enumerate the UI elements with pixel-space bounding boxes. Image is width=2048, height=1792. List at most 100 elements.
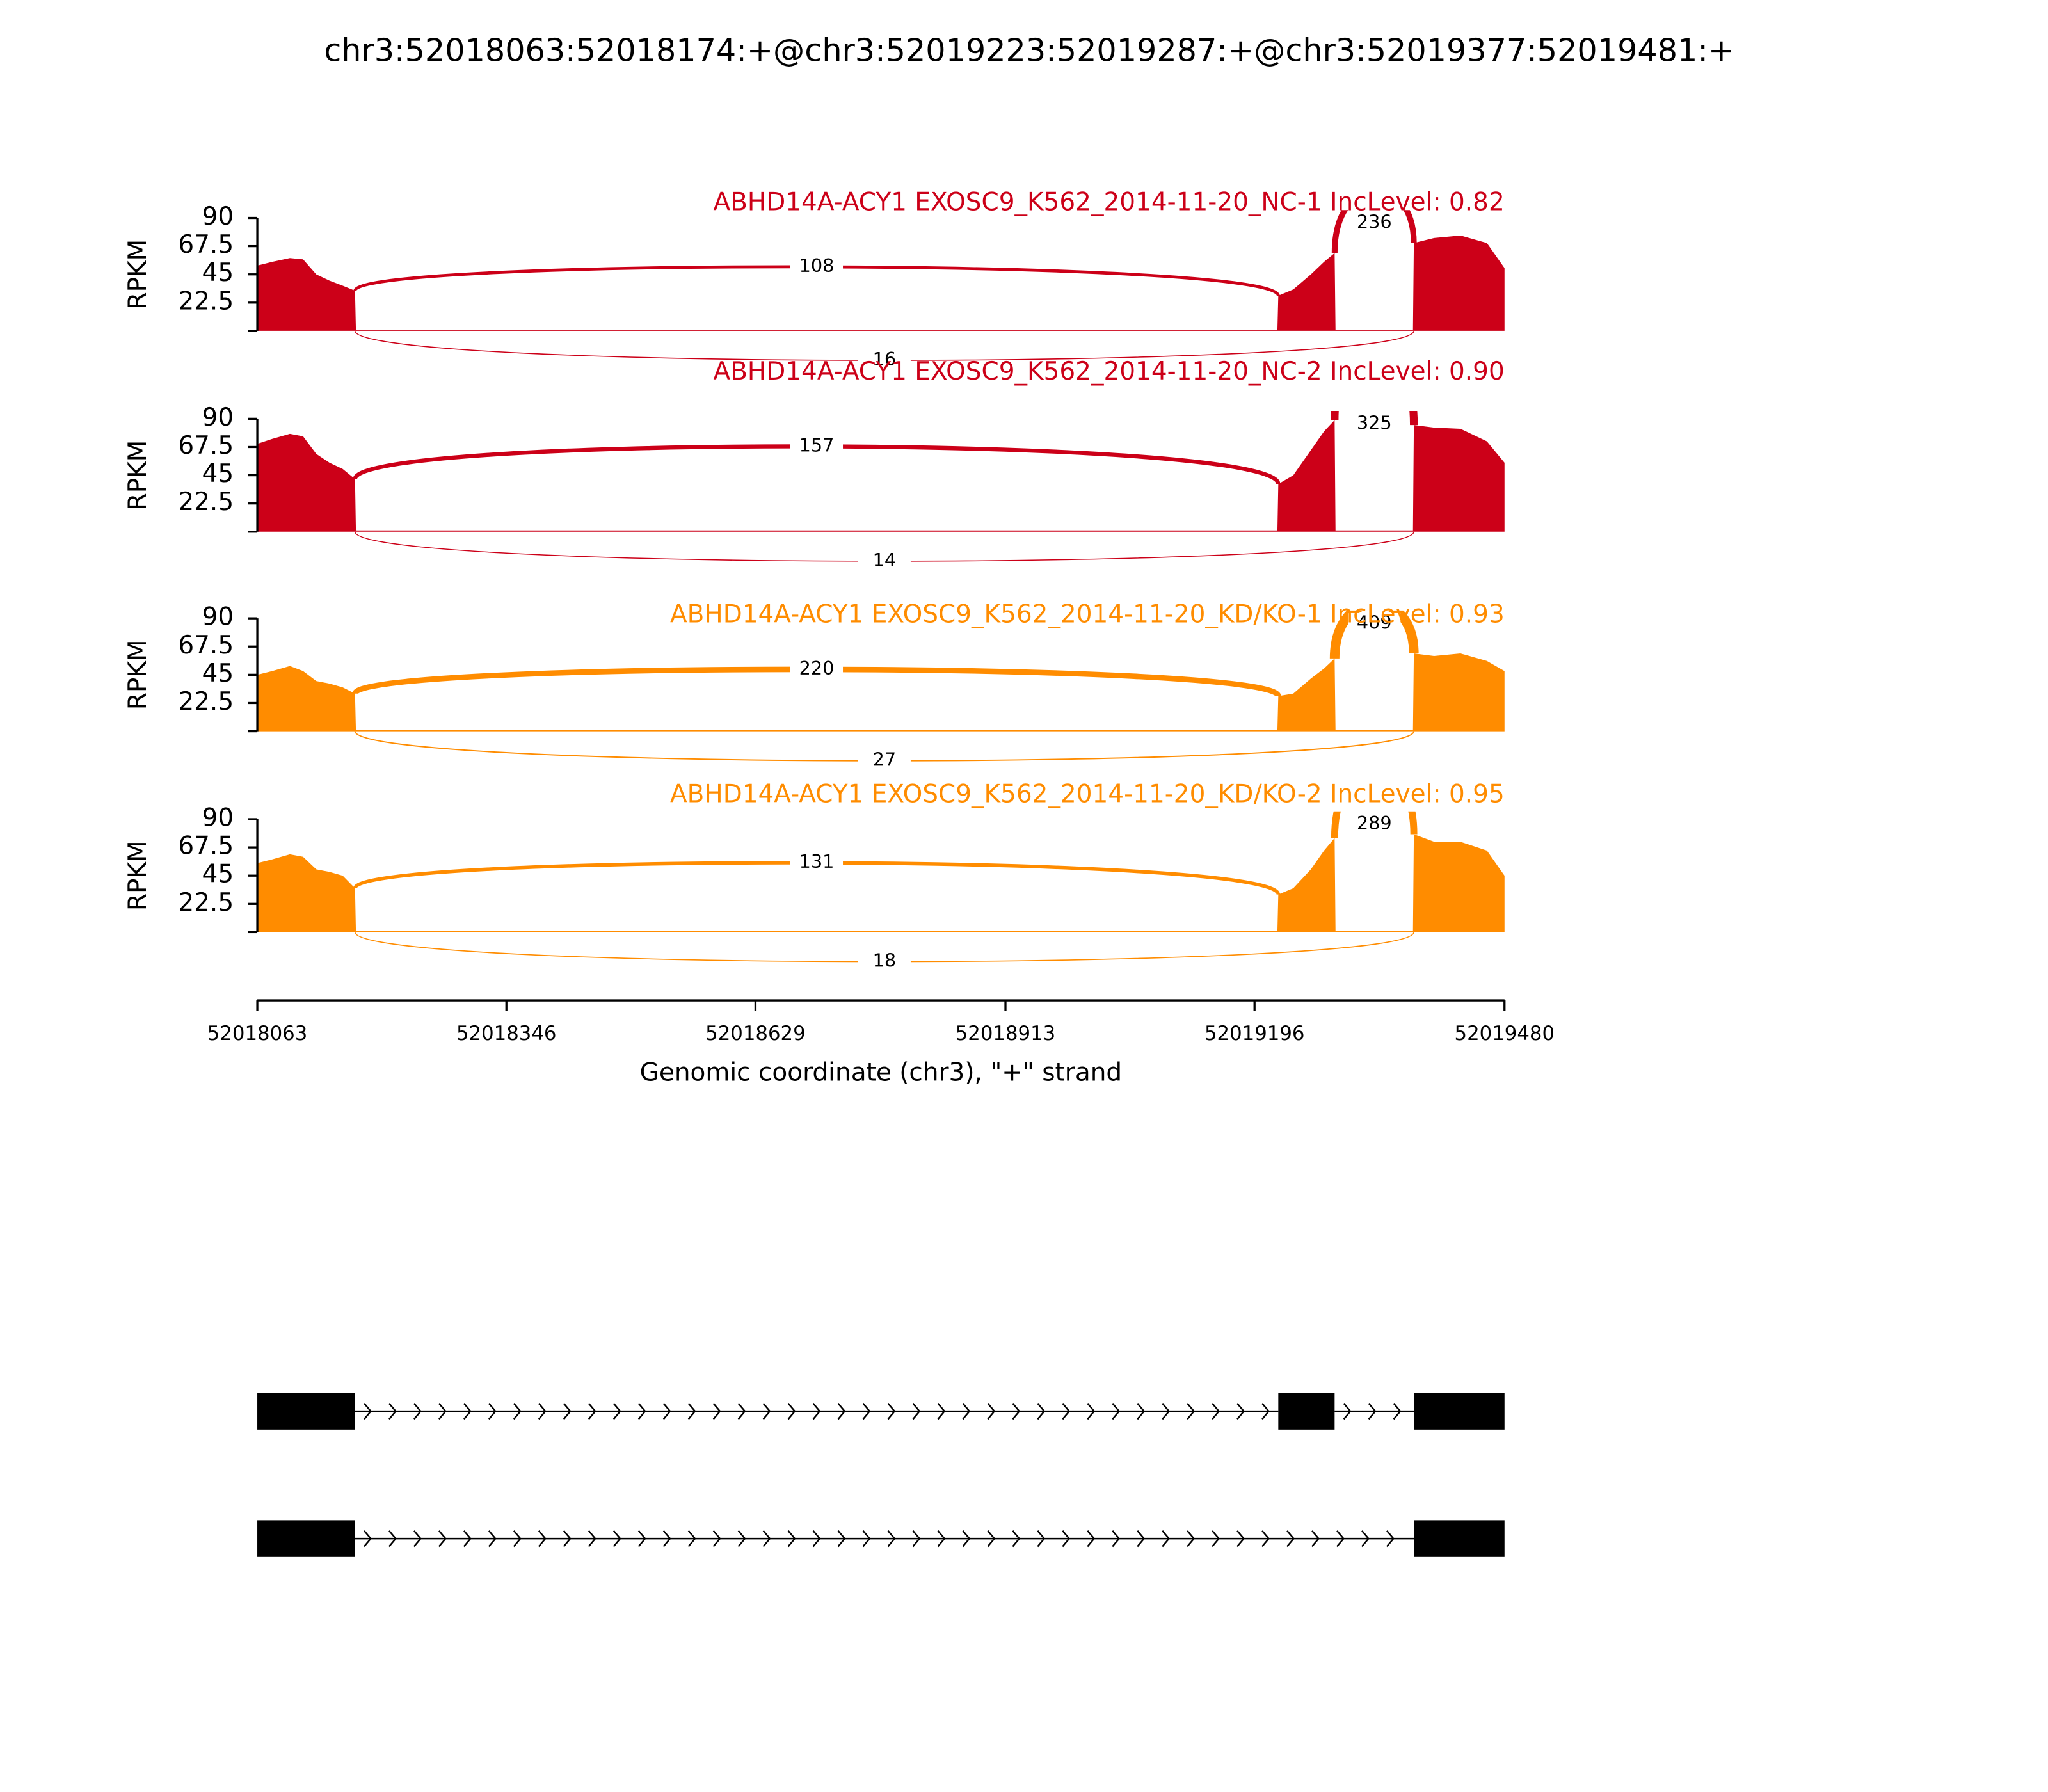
junction-label-bg bbox=[1348, 212, 1401, 234]
y-tick-label: 22.5 bbox=[178, 488, 234, 516]
strand-arrow bbox=[1236, 1530, 1245, 1548]
strand-arrow bbox=[588, 1403, 596, 1420]
y-axis-label: RPKM bbox=[124, 239, 152, 310]
junction-label: 289 bbox=[1357, 812, 1392, 834]
strand-arrow bbox=[612, 1530, 621, 1548]
strand-arrow bbox=[488, 1403, 497, 1420]
chart-title: chr3:52018063:52018174:+@chr3:52019223:5… bbox=[324, 32, 1734, 69]
strand-arrow bbox=[687, 1403, 696, 1420]
junction-label: 18 bbox=[873, 950, 897, 972]
strand-arrow bbox=[413, 1530, 422, 1548]
junction-label-bg bbox=[790, 436, 844, 457]
junction-label-bg bbox=[858, 951, 911, 972]
junction-arc bbox=[1329, 610, 1419, 659]
strand-arrow bbox=[662, 1403, 671, 1420]
strand-arrow bbox=[538, 1403, 547, 1420]
track-label: ABHD14A-ACY1 EXOSC9_K562_2014-11-20_KD/K… bbox=[670, 600, 1505, 629]
x-tick-label: 52018913 bbox=[956, 1022, 1056, 1045]
exon bbox=[1278, 1393, 1335, 1430]
strand-arrow bbox=[787, 1403, 796, 1420]
strand-arrow bbox=[538, 1530, 547, 1548]
junction-label-bg bbox=[790, 256, 844, 278]
strand-arrow bbox=[737, 1530, 746, 1548]
strand-arrow bbox=[912, 1530, 921, 1548]
strand-arrow bbox=[563, 1530, 572, 1548]
strand-arrow bbox=[712, 1403, 721, 1420]
strand-arrow bbox=[1286, 1530, 1295, 1548]
exon bbox=[1414, 1520, 1505, 1557]
y-tick-label: 67.5 bbox=[178, 431, 234, 460]
junction-label-bg bbox=[858, 349, 911, 371]
junction-label: 325 bbox=[1357, 412, 1392, 434]
coverage-area bbox=[257, 420, 1505, 532]
strand-arrow bbox=[1261, 1403, 1270, 1420]
y-tick-label: 90 bbox=[202, 403, 234, 432]
y-axis-label: RPKM bbox=[124, 440, 152, 511]
strand-arrow bbox=[1137, 1403, 1146, 1420]
y-tick-label: 22.5 bbox=[178, 687, 234, 716]
y-tick-label: 22.5 bbox=[178, 287, 234, 316]
strand-arrow bbox=[513, 1530, 522, 1548]
strand-arrow bbox=[1037, 1403, 1046, 1420]
strand-arrow bbox=[787, 1530, 796, 1548]
x-tick-label: 52018063 bbox=[207, 1022, 308, 1045]
strand-arrow bbox=[438, 1530, 447, 1548]
strand-arrow bbox=[812, 1403, 821, 1420]
strand-arrow bbox=[563, 1403, 572, 1420]
strand-arrow bbox=[1368, 1403, 1377, 1420]
strand-arrow bbox=[388, 1530, 397, 1548]
junction-label: 131 bbox=[799, 851, 835, 872]
strand-arrow bbox=[488, 1530, 497, 1548]
strand-arrow bbox=[1311, 1530, 1320, 1548]
strand-arrow bbox=[862, 1403, 871, 1420]
strand-arrow bbox=[962, 1403, 971, 1420]
x-tick-label: 52019196 bbox=[1204, 1022, 1305, 1045]
junction-label-bg bbox=[1348, 612, 1401, 634]
strand-arrow bbox=[837, 1403, 846, 1420]
strand-arrow bbox=[712, 1530, 721, 1548]
strand-arrow bbox=[637, 1403, 646, 1420]
strand-arrow bbox=[837, 1530, 846, 1548]
strand-arrow bbox=[1037, 1530, 1046, 1548]
y-tick-label: 22.5 bbox=[178, 888, 234, 917]
junction-label-bg bbox=[790, 852, 844, 874]
exon bbox=[257, 1520, 355, 1557]
strand-arrow bbox=[1112, 1530, 1121, 1548]
strand-arrow bbox=[513, 1403, 522, 1420]
strand-arrow bbox=[1162, 1530, 1171, 1548]
x-tick-label: 52018346 bbox=[456, 1022, 557, 1045]
y-tick-label: 90 bbox=[202, 804, 234, 833]
junction-label: 27 bbox=[873, 749, 897, 771]
strand-arrow bbox=[1112, 1403, 1121, 1420]
junction-label: 157 bbox=[799, 434, 835, 456]
strand-arrow bbox=[937, 1403, 946, 1420]
y-tick-label: 45 bbox=[202, 460, 234, 488]
strand-arrow bbox=[364, 1530, 372, 1548]
x-tick-label: 52018629 bbox=[705, 1022, 806, 1045]
strand-arrow bbox=[413, 1403, 422, 1420]
strand-arrow bbox=[1087, 1403, 1096, 1420]
strand-arrow bbox=[662, 1530, 671, 1548]
junction-label-bg bbox=[1348, 813, 1401, 835]
strand-arrow bbox=[1236, 1403, 1245, 1420]
x-axis-label: Genomic coordinate (chr3), "+" strand bbox=[640, 1058, 1122, 1087]
strand-arrow bbox=[364, 1403, 372, 1420]
strand-arrow bbox=[762, 1403, 771, 1420]
y-tick-label: 45 bbox=[202, 659, 234, 688]
strand-arrow bbox=[463, 1403, 472, 1420]
strand-arrow bbox=[812, 1530, 821, 1548]
strand-arrow bbox=[1393, 1403, 1402, 1420]
coverage-area bbox=[257, 834, 1505, 932]
strand-arrow bbox=[637, 1530, 646, 1548]
x-tick-label: 52019480 bbox=[1455, 1022, 1555, 1045]
strand-arrow bbox=[1062, 1530, 1071, 1548]
strand-arrow bbox=[1012, 1403, 1021, 1420]
y-tick-label: 45 bbox=[202, 259, 234, 287]
junction-label-bg bbox=[1348, 413, 1401, 435]
strand-arrow bbox=[1261, 1530, 1270, 1548]
strand-arrow bbox=[887, 1403, 896, 1420]
junction-label: 108 bbox=[799, 255, 835, 276]
strand-arrow bbox=[588, 1530, 596, 1548]
strand-arrow bbox=[1137, 1530, 1146, 1548]
strand-arrow bbox=[1361, 1530, 1370, 1548]
